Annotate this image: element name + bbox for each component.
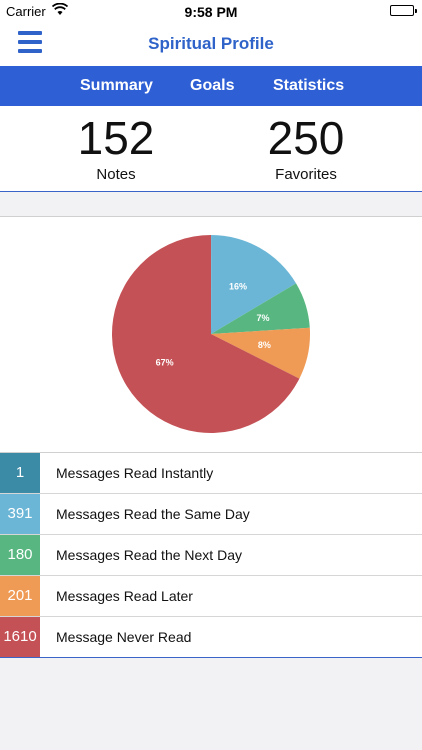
- favorites-count-label: Favorites: [275, 166, 337, 183]
- clock: 9:58 PM: [184, 4, 238, 20]
- legend-count: 1: [0, 453, 40, 493]
- wifi-icon: [51, 2, 69, 19]
- section-divider: [0, 192, 422, 217]
- pie-slice-label: 8%: [258, 340, 271, 350]
- pie-chart: 16% 7% 8% 67%: [112, 235, 310, 433]
- tab-statistics[interactable]: Statistics: [273, 77, 345, 94]
- pie-slice: [211, 327, 310, 379]
- pie-slice: [211, 283, 310, 334]
- tab-summary[interactable]: Summary: [80, 77, 153, 94]
- legend-count: 180: [0, 535, 40, 575]
- status-bar: Carrier 9:58 PM: [0, 0, 422, 22]
- legend-count: 1610: [0, 617, 40, 657]
- pie-slice: [211, 235, 297, 334]
- legend-list: 1 Messages Read Instantly 391 Messages R…: [0, 452, 422, 658]
- pie-slice-label: 16%: [229, 282, 247, 292]
- pie-slice-label: 67%: [156, 358, 174, 368]
- notes-count-label: Notes: [96, 166, 136, 183]
- pie-slice-label: 7%: [257, 313, 270, 323]
- legend-count: 391: [0, 494, 40, 534]
- favorites-count-value: 250: [267, 112, 345, 164]
- legend-row-read-next-day[interactable]: 180 Messages Read the Next Day: [0, 535, 422, 576]
- legend-label: Messages Read Instantly: [56, 465, 214, 481]
- legend-count: 201: [0, 576, 40, 616]
- tab-goals[interactable]: Goals: [190, 77, 235, 94]
- legend-row-read-instantly[interactable]: 1 Messages Read Instantly: [0, 453, 422, 494]
- legend-label: Messages Read Later: [56, 588, 193, 604]
- notes-count[interactable]: 152 Notes: [36, 112, 196, 183]
- legend-label: Messages Read the Next Day: [56, 547, 242, 563]
- pie-slice: [112, 235, 300, 433]
- battery-icon: [390, 5, 417, 16]
- legend-row-read-same-day[interactable]: 391 Messages Read the Same Day: [0, 494, 422, 535]
- legend-row-read-later[interactable]: 201 Messages Read Later: [0, 576, 422, 617]
- counts-panel: 152 Notes 250 Favorites: [0, 106, 422, 192]
- favorites-count[interactable]: 250 Favorites: [226, 112, 386, 183]
- chart-area: 16% 7% 8% 67%: [0, 217, 422, 452]
- legend-label: Message Never Read: [56, 629, 192, 645]
- hamburger-menu-icon[interactable]: [18, 31, 42, 53]
- notes-count-value: 152: [77, 112, 155, 164]
- carrier-label: Carrier: [6, 4, 46, 19]
- page-title: Spiritual Profile: [148, 34, 274, 53]
- legend-row-never-read[interactable]: 1610 Message Never Read: [0, 617, 422, 657]
- legend-label: Messages Read the Same Day: [56, 506, 250, 522]
- navigation-bar: Spiritual Profile: [0, 22, 422, 66]
- tab-bar: Summary Goals Statistics: [0, 66, 422, 106]
